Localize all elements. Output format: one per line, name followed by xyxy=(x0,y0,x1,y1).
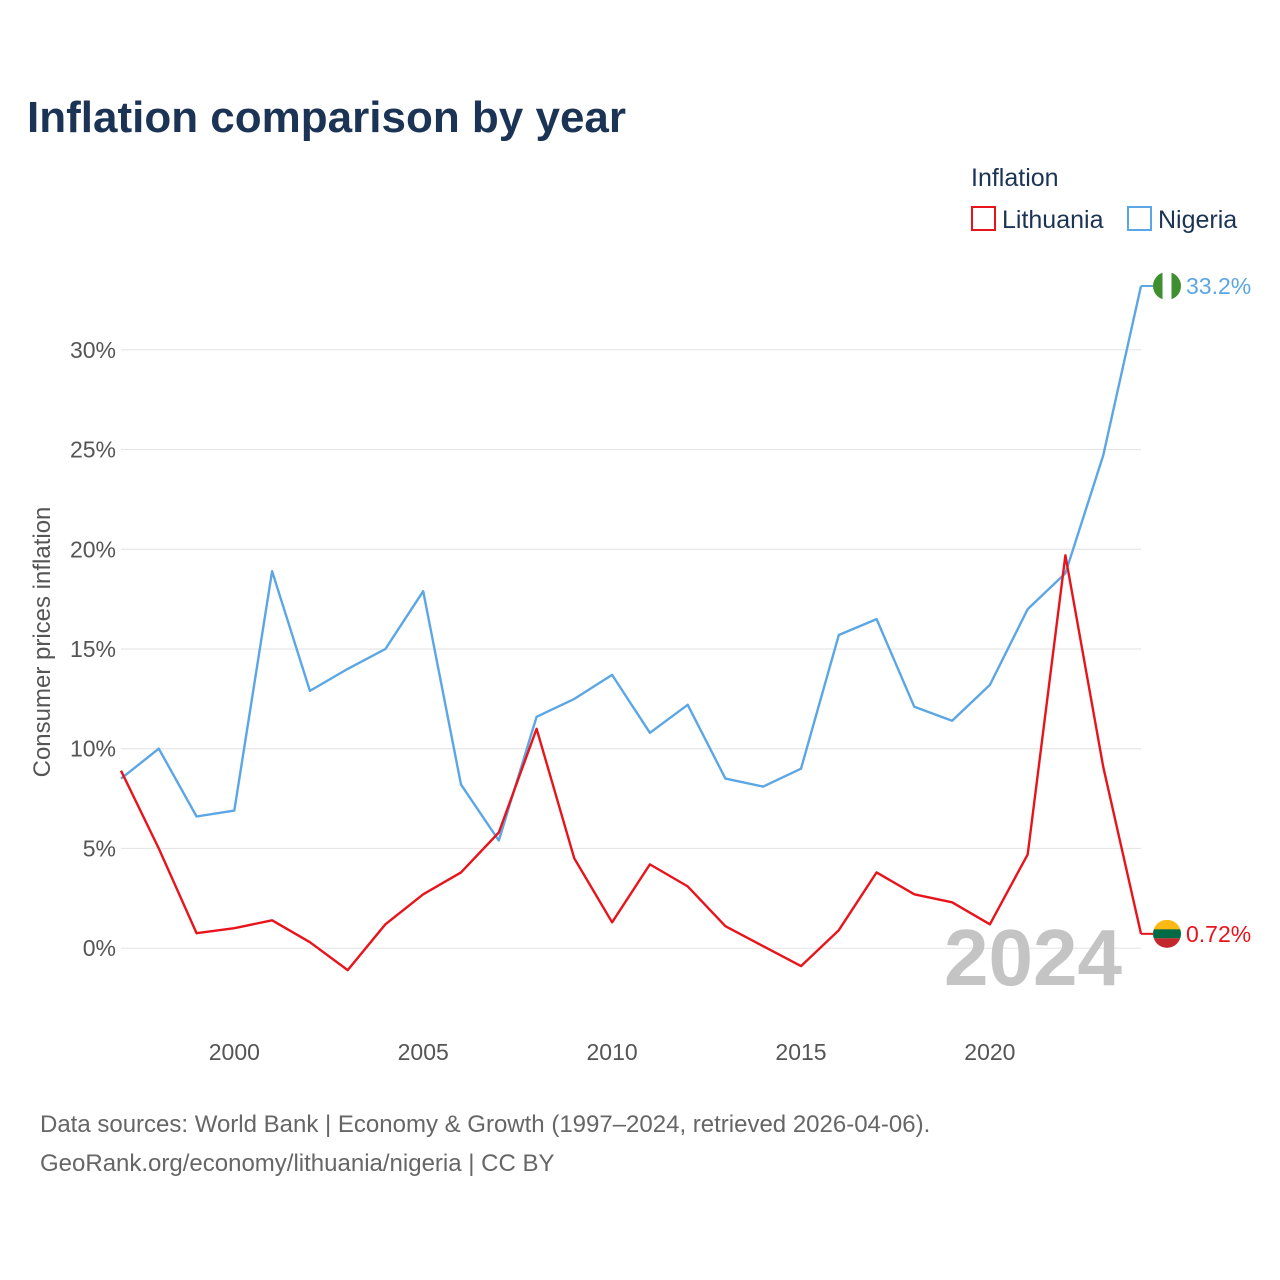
y-tick-label: 15% xyxy=(70,636,116,662)
end-label-nigeria: 33.2% xyxy=(1186,273,1251,299)
end-label-lithuania: 0.72% xyxy=(1186,921,1251,947)
flag-lithuania xyxy=(1153,919,1181,948)
legend-swatch-lithuania[interactable] xyxy=(971,206,996,231)
lithuania-flag-icon xyxy=(1153,919,1181,948)
y-axis-label: Consumer prices inflation xyxy=(29,507,56,778)
flag-nigeria xyxy=(1153,271,1181,300)
legend-label-nigeria[interactable]: Nigeria xyxy=(1158,206,1237,234)
y-tick-label: 20% xyxy=(70,536,116,562)
y-ticks: 0% 5% 10% 15% 20% 25% 30% xyxy=(70,337,116,961)
y-tick-label: 30% xyxy=(70,337,116,363)
legend-label-lithuania[interactable]: Lithuania xyxy=(1002,206,1104,234)
x-tick-label: 2000 xyxy=(209,1039,260,1065)
y-tick-label: 25% xyxy=(70,437,116,463)
series xyxy=(119,284,1153,972)
series-line-lithuania[interactable] xyxy=(119,554,1143,972)
legend-title: Inflation xyxy=(971,164,1059,192)
y-tick-label: 10% xyxy=(70,736,116,762)
x-tick-label: 2005 xyxy=(398,1039,449,1065)
series-line-nigeria[interactable] xyxy=(120,285,1143,842)
source-line-1: Data sources: World Bank | Economy & Gro… xyxy=(40,1111,930,1138)
x-tick-label: 2010 xyxy=(587,1039,638,1065)
grid xyxy=(121,349,1141,949)
y-tick-label: 5% xyxy=(83,835,116,861)
y-tick-label: 0% xyxy=(83,935,116,961)
x-tick-label: 2020 xyxy=(964,1039,1015,1065)
chart-title: Inflation comparison by year xyxy=(27,93,626,142)
source-line-2: GeoRank.org/economy/lithuania/nigeria | … xyxy=(40,1150,555,1177)
year-watermark: 2024 xyxy=(944,913,1122,1002)
legend-swatch-nigeria[interactable] xyxy=(1127,206,1152,231)
x-tick-label: 2015 xyxy=(775,1039,826,1065)
legend: Inflation Lithuania Nigeria xyxy=(971,164,1237,234)
nigeria-flag-icon xyxy=(1153,271,1181,300)
x-ticks: 2000 2005 2010 2015 2020 xyxy=(209,1039,1016,1065)
